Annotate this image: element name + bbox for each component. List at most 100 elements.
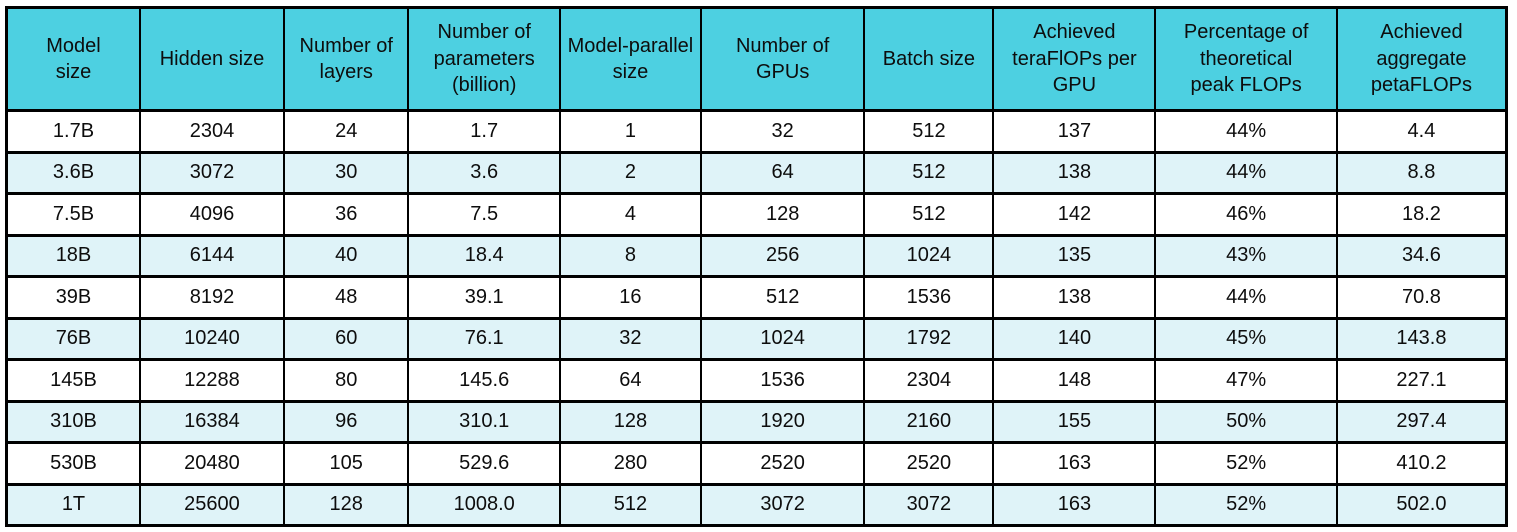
table-cell: 96 (282, 399, 410, 444)
table-cell: 148 (992, 358, 1157, 403)
table-cell: 16 (558, 275, 702, 320)
table-cell: 44% (1154, 150, 1338, 195)
table-cell: 137 (992, 109, 1157, 154)
column-header: Number of layers (282, 6, 410, 112)
table-row: 530B 20480 105 529.6 280 2520 2520 163 52% 410.2 (5, 441, 1508, 486)
table-cell: 45% (1154, 316, 1338, 361)
table-cell: 44% (1154, 275, 1338, 320)
table-cell: 39.1 (407, 275, 561, 320)
table-row: 39B 8192 48 39.1 16 512 1536 138 44% 70.8 (5, 275, 1508, 320)
table-cell: 1024 (699, 316, 866, 361)
column-header: Hidden size (138, 6, 285, 112)
table-cell: 46% (1154, 192, 1338, 237)
table-cell: 297.4 (1335, 399, 1508, 444)
table-cell: 3.6B (5, 150, 141, 195)
table-cell: 310B (5, 399, 141, 444)
table-cell: 34.6 (1335, 233, 1508, 278)
table-cell: 32 (558, 316, 702, 361)
table-cell: 1T (5, 482, 141, 527)
table-cell: 140 (992, 316, 1157, 361)
table-cell: 18.2 (1335, 192, 1508, 237)
table-cell: 8.8 (1335, 150, 1508, 195)
table-cell: 512 (863, 109, 995, 154)
table-cell: 50% (1154, 399, 1338, 444)
table-row: 3.6B 3072 30 3.6 2 64 512 138 44% 8.8 (5, 150, 1508, 195)
table-cell: 145B (5, 358, 141, 403)
table-cell: 76B (5, 316, 141, 361)
column-header: Number of parameters (billion) (407, 6, 561, 112)
table-cell: 280 (558, 441, 702, 486)
table-cell: 163 (992, 482, 1157, 527)
table-cell: 8192 (138, 275, 285, 320)
table-cell: 7.5 (407, 192, 561, 237)
table-cell: 70.8 (1335, 275, 1508, 320)
table-row: 310B 16384 96 310.1 128 1920 2160 155 50% 297.4 (5, 399, 1508, 444)
table-row: 145B 12288 80 145.6 64 1536 2304 148 47% 227.1 (5, 358, 1508, 403)
table-cell: 8 (558, 233, 702, 278)
table-cell: 310.1 (407, 399, 561, 444)
table-cell: 40 (282, 233, 410, 278)
table-cell: 39B (5, 275, 141, 320)
table-cell: 128 (558, 399, 702, 444)
table-cell: 512 (863, 150, 995, 195)
table-row: 1T 25600 128 1008.0 512 3072 3072 163 52% 502.0 (5, 482, 1508, 527)
table-cell: 52% (1154, 482, 1338, 527)
table-cell: 143.8 (1335, 316, 1508, 361)
table-cell: 135 (992, 233, 1157, 278)
table-cell: 138 (992, 150, 1157, 195)
table-cell: 30 (282, 150, 410, 195)
table-cell: 18.4 (407, 233, 561, 278)
table-cell: 512 (863, 192, 995, 237)
table-cell: 3.6 (407, 150, 561, 195)
table-cell: 512 (699, 275, 866, 320)
table-cell: 529.6 (407, 441, 561, 486)
table-cell: 163 (992, 441, 1157, 486)
table-cell: 12288 (138, 358, 285, 403)
table-cell: 1536 (863, 275, 995, 320)
table-cell: 530B (5, 441, 141, 486)
table-row: 1.7B 2304 24 1.7 1 32 512 137 44% 4.4 (5, 109, 1508, 154)
table-cell: 60 (282, 316, 410, 361)
table-cell: 2520 (863, 441, 995, 486)
table-body: 1.7B 2304 24 1.7 1 32 512 137 44% 4.4 3.6B 3072 30 3.… (5, 109, 1508, 527)
table-cell: 2304 (863, 358, 995, 403)
table-cell: 16384 (138, 399, 285, 444)
table-row: 76B 10240 60 76.1 32 1024 1792 140 45% 143.8 (5, 316, 1508, 361)
model-scaling-table: Model size Hidden size Number of layers Num… (5, 6, 1508, 527)
table-cell: 4.4 (1335, 109, 1508, 154)
table-cell: 1920 (699, 399, 866, 444)
table-cell: 18B (5, 233, 141, 278)
table-cell: 76.1 (407, 316, 561, 361)
table-cell: 155 (992, 399, 1157, 444)
table-cell: 47% (1154, 358, 1338, 403)
table-cell: 1792 (863, 316, 995, 361)
column-header: Number of GPUs (699, 6, 866, 112)
column-header: Achieved aggregate petaFLOPs (1335, 6, 1508, 112)
table-cell: 6144 (138, 233, 285, 278)
table-cell: 128 (699, 192, 866, 237)
table-cell: 4 (558, 192, 702, 237)
table-cell: 227.1 (1335, 358, 1508, 403)
column-header: Model-parallel size (558, 6, 702, 112)
table-cell: 10240 (138, 316, 285, 361)
table-cell: 2160 (863, 399, 995, 444)
table-cell: 25600 (138, 482, 285, 527)
table-cell: 36 (282, 192, 410, 237)
table-cell: 80 (282, 358, 410, 403)
table-cell: 1.7B (5, 109, 141, 154)
table-cell: 2 (558, 150, 702, 195)
table-cell: 32 (699, 109, 866, 154)
table-cell: 410.2 (1335, 441, 1508, 486)
table-cell: 3072 (138, 150, 285, 195)
table-cell: 145.6 (407, 358, 561, 403)
table-cell: 43% (1154, 233, 1338, 278)
header-row: Model size Hidden size Number of layers Num… (5, 6, 1508, 112)
table-cell: 2520 (699, 441, 866, 486)
table-cell: 1.7 (407, 109, 561, 154)
table-cell: 24 (282, 109, 410, 154)
column-header: Achieved teraFlOPs per GPU (992, 6, 1157, 112)
table-row: 7.5B 4096 36 7.5 4 128 512 142 46% 18.2 (5, 192, 1508, 237)
table-cell: 1024 (863, 233, 995, 278)
table-cell: 3072 (699, 482, 866, 527)
table-cell: 3072 (863, 482, 995, 527)
